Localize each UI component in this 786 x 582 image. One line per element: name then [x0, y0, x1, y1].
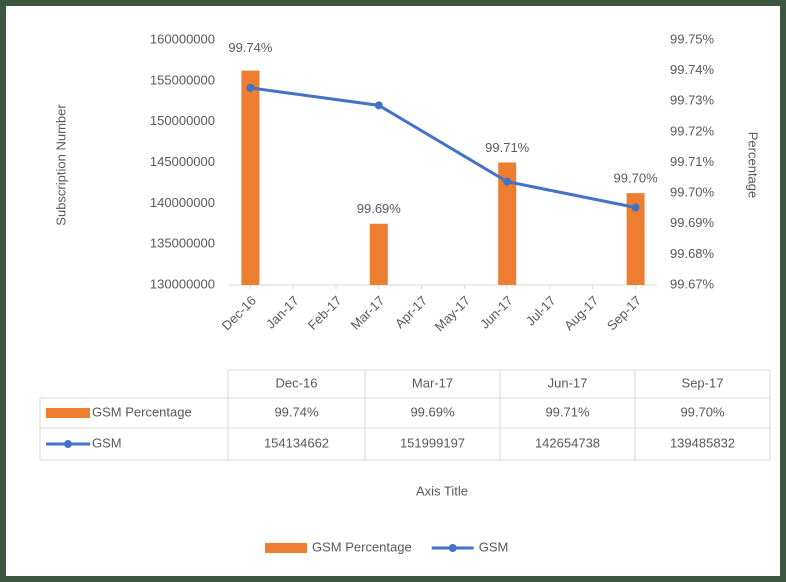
y-tick-label: 150000000 [150, 113, 215, 128]
table-cell: 151999197 [400, 435, 465, 450]
x-axis-title: Axis Title [416, 483, 468, 498]
line-marker [503, 177, 512, 186]
table-legend-key [46, 408, 90, 418]
y2-tick-label: 99.73% [670, 93, 715, 108]
table-row-label: GSM Percentage [92, 404, 192, 419]
y2-tick-label: 99.72% [670, 123, 715, 138]
bar [241, 70, 260, 285]
legend-key [265, 543, 307, 553]
bar [626, 193, 645, 285]
y2-tick-label: 99.69% [670, 215, 715, 230]
y-tick-label: 155000000 [150, 72, 215, 87]
y2-tick-label: 99.75% [670, 31, 715, 46]
data-label: 99.74% [228, 40, 273, 55]
line-marker [374, 101, 383, 110]
y-tick-label: 145000000 [150, 154, 215, 169]
table-cell: 142654738 [535, 435, 600, 450]
table-row-label: GSM [92, 435, 122, 450]
y2-tick-label: 99.70% [670, 185, 715, 200]
y2-tick-label: 99.71% [670, 154, 715, 169]
legend-label: GSM Percentage [312, 539, 412, 554]
data-label: 99.71% [485, 140, 530, 155]
y-tick-label: 130000000 [150, 276, 215, 291]
y-tick-label: 160000000 [150, 31, 215, 46]
table-cell: 99.74% [274, 404, 319, 419]
y2-tick-label: 99.74% [670, 62, 715, 77]
table-cell: 154134662 [264, 435, 329, 450]
table-cell: 139485832 [670, 435, 735, 450]
y-tick-label: 135000000 [150, 236, 215, 251]
table-cell: 99.69% [410, 404, 455, 419]
line [250, 86, 636, 210]
bar [369, 223, 388, 285]
table-header: Sep-17 [682, 375, 724, 390]
table-header: Jun-17 [548, 375, 588, 390]
y-tick-label: 140000000 [150, 195, 215, 210]
y2-axis-title: Percentage [746, 132, 761, 199]
table-header: Mar-17 [412, 375, 453, 390]
table-header: Dec-16 [276, 375, 318, 390]
table-legend-key [64, 440, 72, 448]
line-marker [631, 203, 640, 212]
legend-label: GSM [479, 539, 509, 554]
table-cell: 99.71% [545, 404, 590, 419]
data-label: 99.70% [614, 171, 659, 186]
y2-tick-label: 99.67% [670, 276, 715, 291]
table-cell: 99.70% [680, 404, 725, 419]
legend-key [448, 544, 457, 552]
y-axis-title: Subscription Number [53, 104, 68, 226]
y2-tick-label: 99.68% [670, 246, 715, 261]
bar [498, 162, 517, 285]
line-marker [246, 83, 255, 92]
data-label: 99.69% [357, 201, 402, 216]
